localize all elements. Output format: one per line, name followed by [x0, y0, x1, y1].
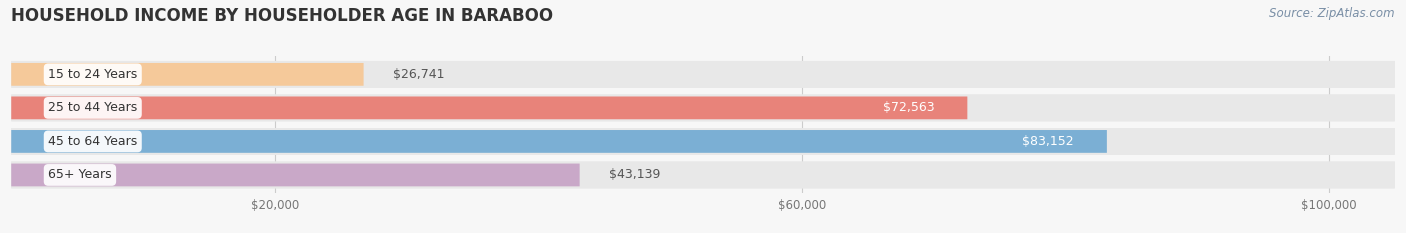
FancyBboxPatch shape	[11, 94, 1395, 121]
FancyBboxPatch shape	[11, 161, 1395, 188]
Text: $83,152: $83,152	[1022, 135, 1074, 148]
FancyBboxPatch shape	[11, 94, 1395, 121]
FancyBboxPatch shape	[11, 161, 1395, 188]
FancyBboxPatch shape	[11, 128, 1395, 155]
Text: HOUSEHOLD INCOME BY HOUSEHOLDER AGE IN BARABOO: HOUSEHOLD INCOME BY HOUSEHOLDER AGE IN B…	[11, 7, 554, 25]
FancyBboxPatch shape	[11, 61, 1395, 88]
Text: 45 to 64 Years: 45 to 64 Years	[48, 135, 138, 148]
FancyBboxPatch shape	[11, 128, 1395, 155]
FancyBboxPatch shape	[11, 130, 1107, 153]
Text: 25 to 44 Years: 25 to 44 Years	[48, 101, 138, 114]
FancyBboxPatch shape	[11, 96, 967, 119]
FancyBboxPatch shape	[11, 164, 579, 186]
Text: $26,741: $26,741	[392, 68, 444, 81]
Text: Source: ZipAtlas.com: Source: ZipAtlas.com	[1270, 7, 1395, 20]
FancyBboxPatch shape	[11, 63, 364, 86]
Text: 65+ Years: 65+ Years	[48, 168, 111, 182]
Text: $72,563: $72,563	[883, 101, 935, 114]
Text: $43,139: $43,139	[609, 168, 659, 182]
FancyBboxPatch shape	[11, 61, 1395, 88]
Text: 15 to 24 Years: 15 to 24 Years	[48, 68, 138, 81]
